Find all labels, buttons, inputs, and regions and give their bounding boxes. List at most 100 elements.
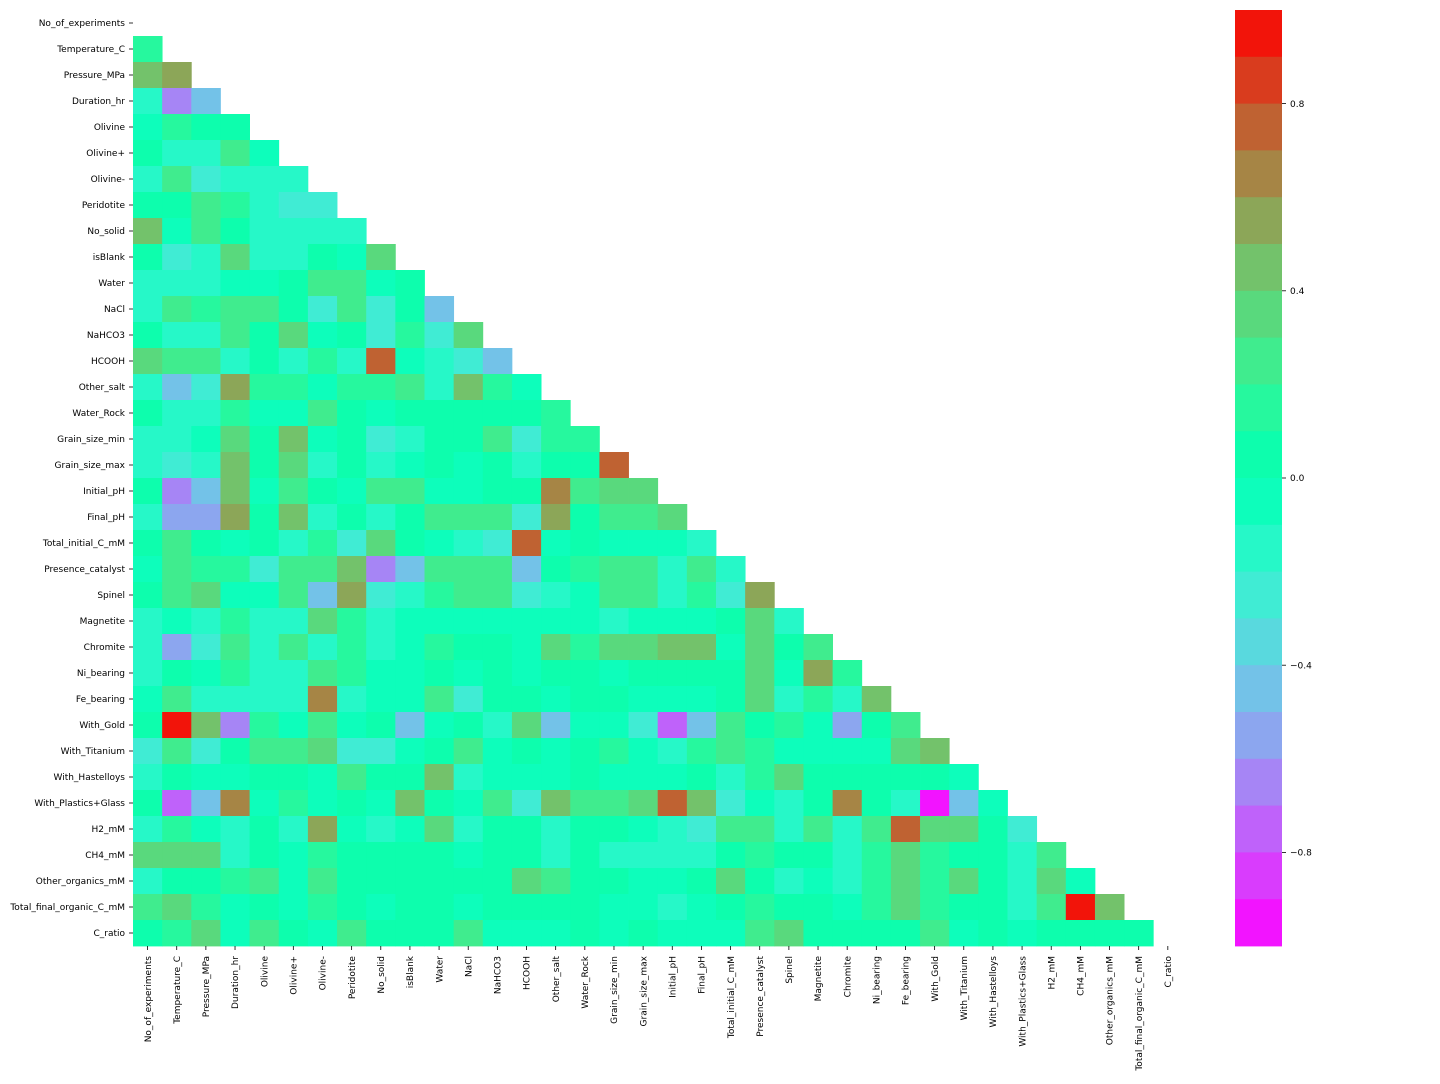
heatmap-cell (249, 686, 280, 713)
heatmap-cell (366, 582, 396, 609)
heatmap-cell (716, 608, 746, 635)
heatmap-cell (541, 478, 571, 505)
heatmap-cell (249, 478, 280, 505)
heatmap-cell (920, 920, 950, 947)
heatmap-cell (307, 634, 338, 661)
heatmap-cell (599, 582, 629, 609)
heatmap-cell (861, 712, 892, 739)
heatmap-cell (716, 842, 746, 869)
x-tick-label: Fe_bearing (902, 956, 912, 1005)
y-tick-label: Peridotite (82, 201, 126, 211)
colorbar-segment (1235, 571, 1282, 619)
x-tick-label: Total_initial_C_mM (727, 956, 737, 1039)
heatmap-cell (541, 504, 571, 531)
heatmap-cell (220, 790, 250, 817)
heatmap-cell (716, 816, 746, 843)
heatmap-cell (541, 530, 571, 557)
heatmap-cell (162, 764, 192, 791)
heatmap-cell (570, 530, 600, 557)
x-tick-label: Chromite (843, 956, 853, 998)
heatmap-cell (774, 634, 804, 661)
heatmap-cell (307, 296, 338, 323)
heatmap-cell (803, 894, 833, 921)
heatmap-cell (133, 608, 163, 635)
heatmap-cell (424, 608, 455, 635)
y-tick-label: Water (98, 279, 125, 289)
heatmap-cell (278, 244, 309, 271)
y-tick-label: No_solid (87, 227, 125, 237)
colorbar-segment (1235, 899, 1282, 947)
heatmap-cell (949, 920, 979, 947)
heatmap-cell (278, 868, 309, 895)
heatmap-cell (220, 868, 250, 895)
heatmap-cell (162, 218, 192, 245)
heatmap-cell (1036, 894, 1067, 921)
heatmap-cell (220, 452, 250, 479)
heatmap-cell (249, 296, 280, 323)
heatmap-cell (482, 712, 513, 739)
heatmap-cell (628, 660, 659, 687)
heatmap-cell (278, 738, 309, 765)
heatmap-cell (220, 192, 250, 219)
heatmap-cell (628, 478, 659, 505)
heatmap-cell (278, 322, 309, 349)
heatmap-cell (541, 712, 571, 739)
heatmap-cell (1036, 920, 1067, 947)
heatmap-cell (307, 868, 338, 895)
heatmap-cell (220, 270, 250, 297)
heatmap-cell (424, 764, 455, 791)
heatmap-cell (249, 530, 280, 557)
heatmap-cell (686, 686, 717, 713)
heatmap-cell (1007, 842, 1038, 869)
heatmap-cell (686, 790, 717, 817)
heatmap-cell (599, 504, 629, 531)
heatmap-cell (191, 504, 221, 531)
heatmap-cell (133, 62, 163, 89)
heatmap-cell (133, 816, 163, 843)
heatmap-cell (133, 686, 163, 713)
heatmap-cell (133, 530, 163, 557)
heatmap-cell (861, 686, 892, 713)
heatmap-cell (453, 608, 484, 635)
heatmap-cell (249, 790, 280, 817)
heatmap-cell (220, 244, 250, 271)
heatmap-cell (307, 608, 338, 635)
y-tick-label: Grain_size_max (55, 461, 126, 471)
heatmap-cell (570, 738, 600, 765)
heatmap-cell (1007, 920, 1038, 947)
heatmap-cell (337, 790, 367, 817)
heatmap-cell (162, 322, 192, 349)
heatmap-cell (249, 660, 280, 687)
heatmap-cell (890, 920, 921, 947)
heatmap-cell (133, 426, 163, 453)
colorbar-segment (1235, 524, 1282, 572)
heatmap-cell (249, 556, 280, 583)
heatmap-cell (949, 894, 979, 921)
heatmap-cell (395, 556, 425, 583)
y-tick-label: H2_mM (91, 825, 125, 835)
heatmap-cell (482, 582, 513, 609)
y-tick-label: isBlank (93, 253, 126, 263)
heatmap-cell (511, 504, 542, 531)
heatmap-cell (220, 582, 250, 609)
heatmap-cell (890, 712, 921, 739)
heatmap-cell (686, 530, 717, 557)
heatmap-cell (599, 530, 629, 557)
heatmap-cell (395, 738, 425, 765)
y-tick-label: Olivine- (91, 175, 125, 185)
heatmap-cell (832, 790, 863, 817)
heatmap-cell (774, 816, 804, 843)
heatmap-cell (162, 894, 192, 921)
heatmap-cell (220, 504, 250, 531)
heatmap-cell (570, 556, 600, 583)
heatmap-cell (570, 608, 600, 635)
heatmap-cell (570, 686, 600, 713)
heatmap-cell (133, 36, 163, 63)
heatmap-cell (541, 816, 571, 843)
heatmap-cell (220, 816, 250, 843)
x-tick-label: Other_organics_mM (1106, 956, 1116, 1045)
heatmap-cell (541, 400, 571, 427)
heatmap-cell (949, 816, 979, 843)
heatmap-cell (424, 478, 455, 505)
